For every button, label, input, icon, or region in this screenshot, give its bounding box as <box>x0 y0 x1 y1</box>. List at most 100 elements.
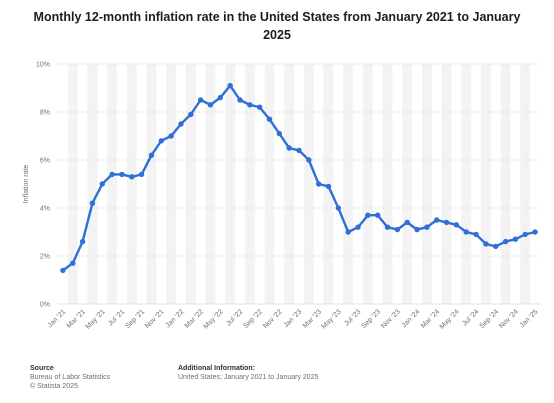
data-point[interactable] <box>483 241 489 247</box>
x-tick-label: Nov '22 <box>262 308 284 330</box>
data-point[interactable] <box>129 174 135 180</box>
data-point[interactable] <box>315 181 322 187</box>
data-point[interactable] <box>434 217 440 223</box>
data-point[interactable] <box>532 229 538 235</box>
data-point[interactable] <box>325 183 332 190</box>
x-tick-label: Mar '24 <box>420 308 441 329</box>
y-tick-label: 4% <box>40 206 50 213</box>
x-tick-label: May '24 <box>439 308 461 330</box>
data-point[interactable] <box>138 171 145 178</box>
background-band <box>126 64 137 304</box>
data-point[interactable] <box>365 212 371 218</box>
background-band <box>146 64 157 304</box>
data-point[interactable] <box>335 205 342 211</box>
data-point[interactable] <box>473 231 479 238</box>
source-text: Bureau of Labor Statistics <box>30 374 111 381</box>
data-point[interactable] <box>70 260 76 266</box>
y-tick-label: 8% <box>40 110 50 117</box>
data-point[interactable] <box>178 121 184 127</box>
copyright-text: © Statista 2025 <box>30 383 78 390</box>
x-tick-label: Sep '24 <box>479 308 501 330</box>
x-tick-label: Sep '22 <box>242 308 264 330</box>
background-band <box>244 64 255 304</box>
x-tick-label: Sep '21 <box>124 308 146 330</box>
background-band <box>67 64 78 304</box>
y-tick-label: 0% <box>40 302 50 309</box>
data-point[interactable] <box>247 102 253 108</box>
data-point[interactable] <box>256 104 263 110</box>
data-point[interactable] <box>119 171 125 178</box>
x-tick-label: May '23 <box>321 308 343 330</box>
background-band <box>87 64 98 304</box>
data-point[interactable] <box>512 236 519 242</box>
data-point[interactable] <box>384 224 391 230</box>
background-band <box>284 64 295 304</box>
data-point[interactable] <box>286 145 292 151</box>
data-point[interactable] <box>207 102 214 108</box>
data-point[interactable] <box>345 229 351 235</box>
data-point[interactable] <box>404 219 410 226</box>
background-band <box>205 64 216 304</box>
data-point[interactable] <box>443 219 450 226</box>
x-tick-label: Nov '21 <box>144 308 166 330</box>
x-tick-label: Nov '23 <box>380 308 402 330</box>
data-point[interactable] <box>296 147 302 154</box>
data-point[interactable] <box>276 130 283 137</box>
data-point[interactable] <box>424 224 430 230</box>
background-band <box>441 64 452 304</box>
x-tick-label: Jan '24 <box>401 308 422 329</box>
y-axis-label: Inflation rate <box>23 165 30 204</box>
data-point[interactable] <box>306 157 312 163</box>
background-band <box>500 64 511 304</box>
background-band <box>461 64 472 304</box>
y-axis-tick-labels: 0% 2% 4% 6% 8% 10% <box>36 62 50 309</box>
data-point[interactable] <box>266 116 273 122</box>
x-tick-label: Jan '21 <box>47 308 68 329</box>
chart-title: Monthly 12-month inflation rate in the U… <box>33 10 521 42</box>
x-tick-label: May '21 <box>85 308 107 330</box>
data-point[interactable] <box>414 226 420 233</box>
data-point[interactable] <box>89 200 96 206</box>
data-point[interactable] <box>493 243 499 250</box>
additional-info-heading: Additional Information: <box>178 365 255 372</box>
data-point[interactable] <box>148 152 155 158</box>
data-point[interactable] <box>60 267 66 274</box>
x-tick-label: Mar '22 <box>184 308 205 329</box>
data-point[interactable] <box>502 238 509 245</box>
background-band <box>107 64 118 304</box>
x-tick-label: Jan '23 <box>283 308 304 329</box>
background-band <box>185 64 196 304</box>
data-point[interactable] <box>168 133 174 139</box>
x-tick-label: Jan '25 <box>519 308 540 329</box>
data-point[interactable] <box>227 82 233 89</box>
source-heading: Source <box>30 365 54 372</box>
data-point[interactable] <box>109 171 115 178</box>
x-tick-label: May '22 <box>203 308 225 330</box>
data-point[interactable] <box>158 138 164 144</box>
data-point[interactable] <box>217 94 224 101</box>
background-band <box>264 64 275 304</box>
data-point[interactable] <box>355 224 361 230</box>
data-point[interactable] <box>374 212 381 218</box>
data-point[interactable] <box>79 238 86 245</box>
x-tick-label: Nov '24 <box>498 308 520 330</box>
data-point[interactable] <box>197 97 204 103</box>
data-point[interactable] <box>463 229 469 235</box>
data-point[interactable] <box>237 97 243 103</box>
background-band <box>225 64 236 304</box>
additional-info-block: Additional Information: United States; J… <box>178 364 318 382</box>
data-point[interactable] <box>453 222 460 228</box>
y-tick-label: 2% <box>40 254 50 261</box>
data-point[interactable] <box>188 111 194 118</box>
background-band <box>166 64 177 304</box>
x-tick-label: Mar '23 <box>302 308 323 329</box>
data-point[interactable] <box>99 181 105 187</box>
background-band <box>421 64 432 304</box>
data-point[interactable] <box>394 226 401 233</box>
additional-info-text: United States; January 2021 to January 2… <box>178 374 319 381</box>
background-bands <box>67 64 531 304</box>
data-point[interactable] <box>522 231 528 238</box>
background-band <box>402 64 413 304</box>
